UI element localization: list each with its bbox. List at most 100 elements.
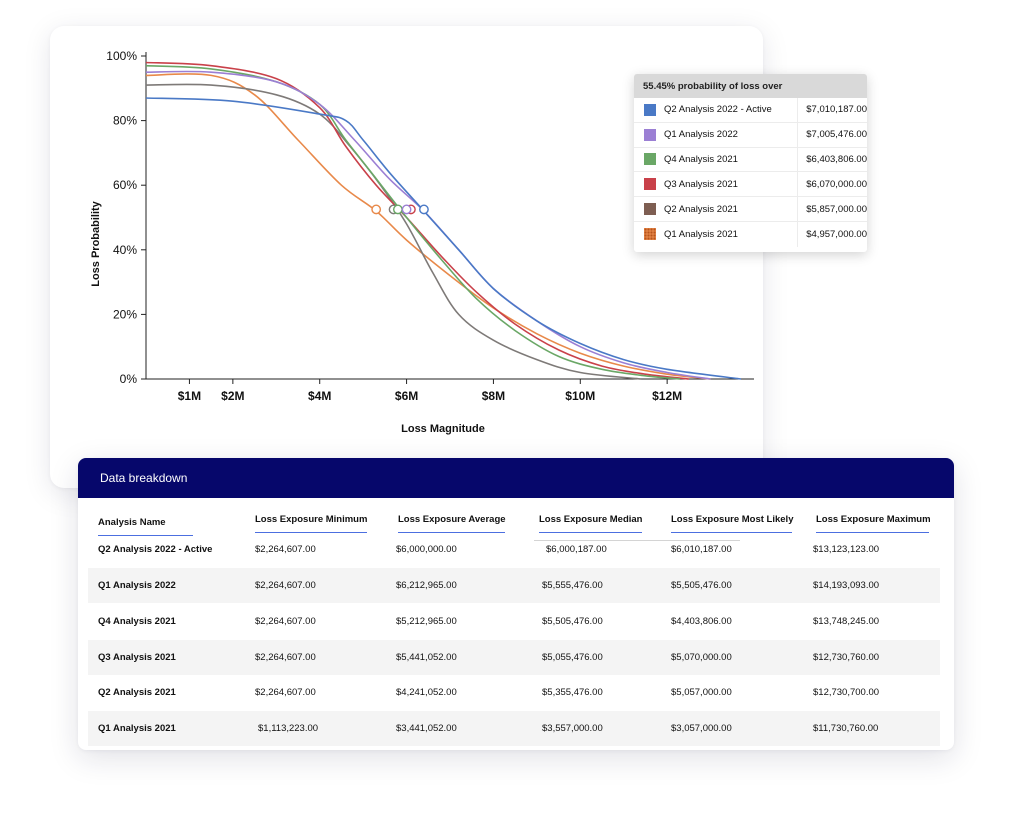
series-line[interactable]: [145, 97, 742, 380]
table-cell: $2,264,607.00: [255, 687, 316, 698]
series-line[interactable]: [145, 83, 642, 380]
tooltip-row: Q4 Analysis 2021 $6,403,806.00: [634, 147, 867, 173]
table-cell: $2,264,607.00: [255, 580, 316, 591]
legend-swatch: [644, 128, 656, 141]
table-row[interactable]: Q2 Analysis 2021 $2,264,607.00 $4,241,052.…: [88, 675, 940, 710]
series-line[interactable]: [145, 61, 689, 380]
series-marker[interactable]: [419, 204, 429, 215]
legend-swatch: [644, 178, 656, 191]
tooltip-series-value: $6,403,806.00: [806, 153, 867, 165]
y-tick-label: 60%: [113, 178, 137, 192]
data-breakdown-title: Data breakdown: [78, 458, 954, 498]
table-cell: $5,441,052.00: [396, 652, 457, 663]
tooltip-series-name: Q3 Analysis 2021: [664, 178, 738, 190]
table-cell: $2,264,607.00: [255, 544, 316, 555]
x-tick-label: $12M: [652, 389, 682, 403]
table-cell: $4,241,052.00: [396, 687, 457, 698]
table-cell: $2,264,607.00: [255, 616, 316, 627]
column-header[interactable]: Loss Exposure Most Likely: [671, 514, 793, 533]
y-tick-label: 20%: [113, 307, 137, 321]
y-tick-label: 100%: [106, 49, 137, 63]
table-cell: $1,113,223.00: [258, 723, 319, 734]
tooltip-title: 55.45% probability of loss over: [634, 74, 867, 98]
series-line[interactable]: [145, 70, 711, 380]
series-marker[interactable]: [401, 204, 412, 215]
tooltip-series-name: Q4 Analysis 2021: [664, 153, 738, 165]
table-cell: $5,070,000.00: [671, 652, 732, 663]
table-cell: $5,212,965.00: [396, 616, 457, 627]
table-cell: $6,000,000.00: [396, 544, 457, 555]
column-header[interactable]: Loss Exposure Minimum: [255, 514, 367, 533]
x-tick-label: $8M: [482, 389, 505, 403]
table-cell: $5,057,000.00: [671, 687, 732, 698]
analysis-name-cell: Q1 Analysis 2022: [98, 580, 176, 591]
analysis-name-cell: Q4 Analysis 2021: [98, 616, 176, 627]
table-cell: $12,730,760.00: [813, 652, 880, 663]
tooltip-divider: [797, 147, 799, 172]
tooltip-series-name: Q2 Analysis 2021: [664, 203, 738, 215]
table-cell: $3,441,052.00: [396, 723, 457, 734]
data-breakdown-card: Data breakdown Analysis Name Loss Exposur…: [78, 458, 954, 750]
tooltip-series-name: Q1 Analysis 2021: [664, 228, 738, 240]
chart-tooltip: 55.45% probability of loss over Q2 Analy…: [634, 74, 867, 252]
table-cell: $13,123,123.00: [813, 544, 880, 555]
table-cell: $3,057,000.00: [671, 723, 732, 734]
table-cell: $5,055,476.00: [542, 652, 603, 663]
series-marker[interactable]: [392, 204, 403, 215]
series-line[interactable]: [145, 73, 711, 380]
table-row[interactable]: Q4 Analysis 2021 $2,264,607.00 $5,212,965.…: [88, 604, 940, 639]
tooltip-divider: [797, 221, 799, 247]
tooltip-row: Q1 Analysis 2022 $7,005,476.00: [634, 122, 867, 148]
tooltip-row: Q3 Analysis 2021 $6,070,000.00: [634, 172, 867, 198]
column-header[interactable]: Loss Exposure Median: [539, 514, 642, 533]
x-tick-label: $4M: [308, 389, 331, 403]
table-cell: $2,264,607.00: [255, 652, 316, 663]
row-divider: [534, 540, 740, 541]
table-cell: $13,748,245.00: [813, 616, 880, 627]
tooltip-row: Q2 Analysis 2021 $5,857,000.00: [634, 197, 867, 222]
tooltip-row: Q2 Analysis 2022 - Active $7,010,187.00: [634, 98, 867, 123]
table-cell: $6,212,965.00: [396, 580, 457, 591]
tooltip-rows: Q2 Analysis 2022 - Active $7,010,187.00 Q1…: [634, 98, 867, 247]
column-header[interactable]: Analysis Name: [98, 517, 193, 536]
table-cell: $12,730,700.00: [813, 687, 880, 698]
x-tick-label: $2M: [221, 389, 244, 403]
chart-axes: 0% 20% 40% 60% 80% 100% $1M $2M $4M $6M $8M $10M $12…: [106, 49, 754, 403]
table-cell: $5,505,476.00: [542, 616, 603, 627]
table-row[interactable]: Q1 Analysis 2022 $2,264,607.00 $6,212,965.…: [88, 568, 940, 603]
tooltip-series-name: Q2 Analysis 2022 - Active: [664, 104, 772, 116]
y-tick-label: 80%: [113, 114, 137, 128]
table-cell: $14,193,093.00: [813, 580, 880, 591]
chart-markers: [371, 204, 429, 215]
table-row[interactable]: Q2 Analysis 2022 - Active $2,264,607.00 $6…: [88, 532, 940, 567]
loss-exceedance-chart[interactable]: 0% 20% 40% 60% 80% 100% $1M $2M $4M $6M $8M $10M $12…: [50, 26, 763, 488]
series-line[interactable]: [145, 64, 681, 380]
table-row[interactable]: Q1 Analysis 2021 $1,113,223.00 $3,441,052.…: [88, 711, 940, 746]
tooltip-divider: [797, 122, 799, 147]
tooltip-divider: [797, 172, 799, 197]
table-cell: $6,000,187.00: [546, 544, 607, 555]
table-cell: $6,010,187.00: [671, 544, 732, 555]
series-marker[interactable]: [371, 204, 382, 215]
x-tick-label: $1M: [178, 389, 201, 403]
legend-swatch: [644, 203, 656, 216]
tooltip-series-value: $7,005,476.00: [806, 129, 867, 141]
legend-swatch: [644, 103, 656, 116]
table-cell: $4,403,806.00: [671, 616, 732, 627]
tooltip-series-value: $5,857,000.00: [806, 203, 867, 215]
analysis-name-cell: Q1 Analysis 2021: [98, 723, 176, 734]
table-cell: $5,355,476.00: [542, 687, 603, 698]
tooltip-series-name: Q1 Analysis 2022: [664, 129, 738, 141]
chart-lines: [145, 61, 742, 380]
tooltip-divider: [797, 197, 799, 221]
analysis-name-cell: Q3 Analysis 2021: [98, 652, 176, 663]
tooltip-series-value: $4,957,000.00: [806, 228, 867, 240]
y-tick-label: 40%: [113, 243, 137, 257]
x-tick-label: $6M: [395, 389, 418, 403]
column-header[interactable]: Loss Exposure Average: [398, 514, 506, 533]
column-header[interactable]: Loss Exposure Maximum: [816, 514, 931, 533]
x-axis-label: Loss Magnitude: [401, 423, 485, 435]
table-row[interactable]: Q3 Analysis 2021 $2,264,607.00 $5,441,052.…: [88, 640, 940, 675]
analysis-name-cell: Q2 Analysis 2021: [98, 687, 176, 698]
tooltip-series-value: $6,070,000.00: [806, 178, 867, 190]
